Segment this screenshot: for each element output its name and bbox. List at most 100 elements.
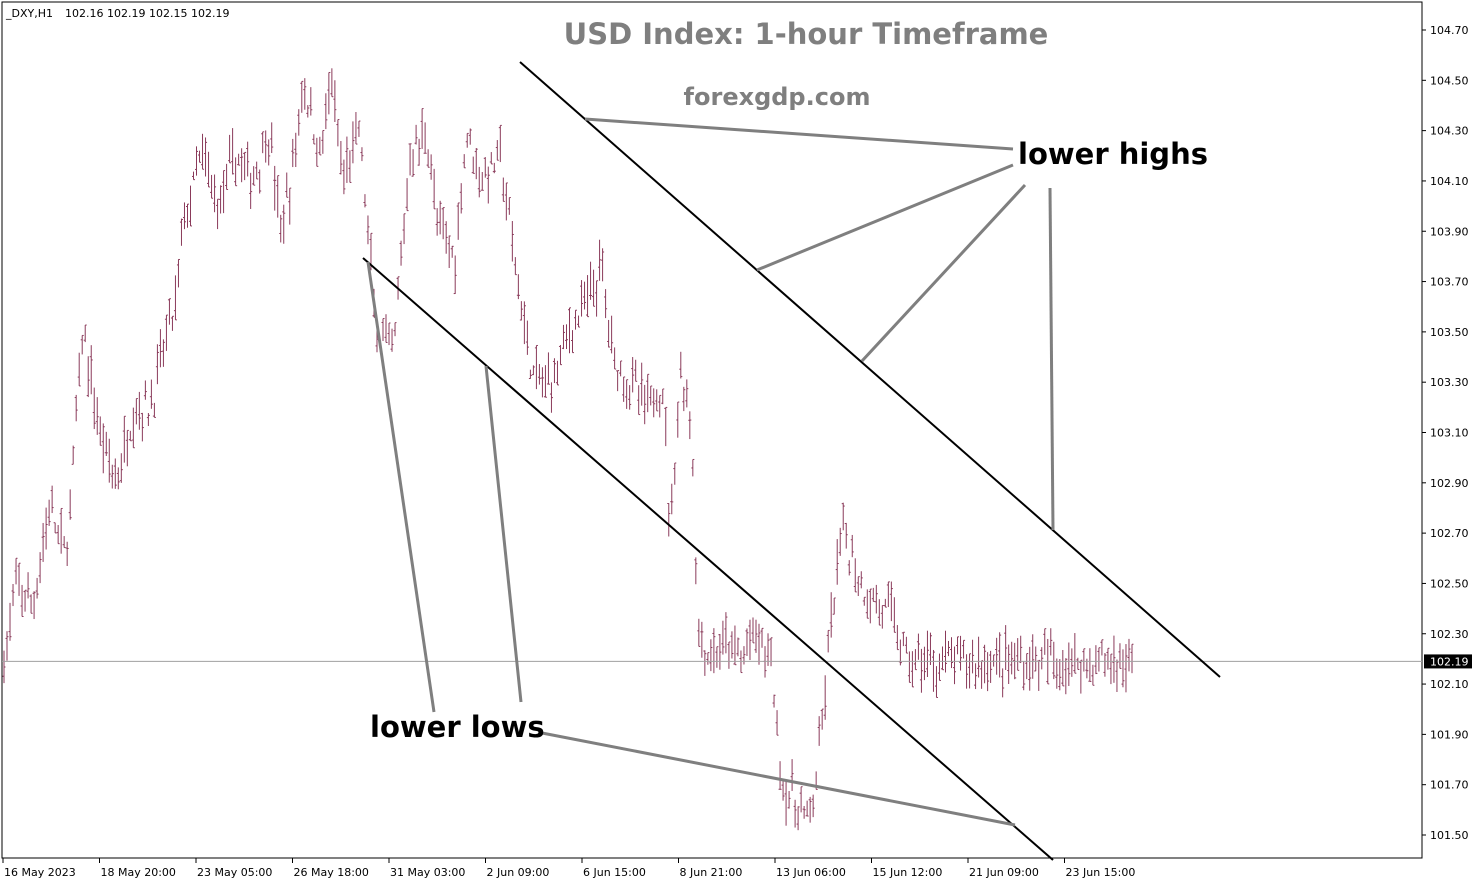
ohlc-bar xyxy=(525,320,529,355)
ohlc-bar xyxy=(607,319,611,348)
ohlc-bar xyxy=(125,429,129,467)
ohlc-bar xyxy=(934,666,938,698)
ohlc-bar xyxy=(1091,664,1095,686)
ohlc-bar xyxy=(673,462,677,485)
ohlc-bar xyxy=(327,71,331,115)
ohlc-bar xyxy=(793,799,797,828)
ohlc-bar xyxy=(995,637,999,675)
ohlc-bar xyxy=(312,134,316,145)
ohlc-bar xyxy=(718,633,722,670)
ohlc-bar xyxy=(901,631,905,647)
x-tick-label: 15 Jun 12:00 xyxy=(873,866,943,879)
ohlc-bar xyxy=(155,344,159,385)
ohlc-bar xyxy=(134,398,138,425)
y-tick-label: 101.50 xyxy=(1430,829,1469,842)
ohlc-bar xyxy=(1097,647,1101,672)
y-tick-label: 103.10 xyxy=(1430,427,1469,440)
ohlc-bar xyxy=(291,138,295,168)
lower-high-pointer-3 xyxy=(860,183,1027,363)
ohlc-bar xyxy=(697,618,701,647)
ohlc-bar xyxy=(92,387,96,430)
ohlc-bar xyxy=(522,301,526,345)
ohlc-bar xyxy=(62,536,66,549)
ohlc-bar xyxy=(859,571,863,589)
ohlc-bar xyxy=(601,248,605,282)
ohlc-bar xyxy=(1079,659,1083,694)
y-tick-label: 104.70 xyxy=(1430,24,1469,37)
ohlc-bar xyxy=(122,415,126,463)
ohlc-bar xyxy=(871,587,875,602)
x-tick-label: 8 Jun 21:00 xyxy=(680,866,743,879)
ohlc-bar xyxy=(652,388,656,418)
ohlc-bar xyxy=(1103,652,1107,677)
ohlc-bar xyxy=(953,646,957,685)
lower-low-pointer-1 xyxy=(366,261,436,713)
ohlc-bar xyxy=(249,172,253,209)
ohlc-bar xyxy=(393,322,397,337)
ohlc-bar xyxy=(796,806,800,831)
ohlc-bar xyxy=(748,619,752,661)
ohlc-bar xyxy=(450,245,454,258)
ohlc-bar xyxy=(959,635,963,671)
ohlc-bar xyxy=(219,185,223,214)
y-tick-label: 104.50 xyxy=(1430,74,1469,87)
ohlc-bar xyxy=(546,352,550,385)
ohlc-bar xyxy=(571,330,575,354)
ohlc-bar xyxy=(330,68,334,98)
ohlc-bar xyxy=(877,599,881,626)
lower-low-pointer-2 xyxy=(484,365,523,703)
ohlc-bar xyxy=(113,458,117,489)
ohlc-bar xyxy=(468,128,472,145)
ohlc-values: 102.16 102.19 102.15 102.19 xyxy=(65,7,229,20)
x-tick-label: 21 Jun 09:00 xyxy=(969,866,1039,879)
ohlc-bar xyxy=(507,197,511,215)
ohlc-bar xyxy=(931,649,935,692)
ohlc-bar xyxy=(1085,658,1089,679)
ohlc-bar xyxy=(634,359,638,382)
ohlc-bar xyxy=(947,640,951,657)
ohlc-bar xyxy=(486,166,490,204)
ohlc-bar xyxy=(561,324,565,350)
ohlc-bar xyxy=(682,386,686,412)
ohlc-bar xyxy=(32,591,36,620)
ohlc-bar xyxy=(399,240,403,266)
y-tick-label: 102.30 xyxy=(1430,628,1469,641)
ohlc-bar xyxy=(35,577,39,599)
ohlc-bar xyxy=(8,602,12,641)
ohlc-bar xyxy=(315,137,319,167)
ohlc-bar xyxy=(880,605,884,629)
ohlc-bar xyxy=(411,149,415,177)
ohlc-bar xyxy=(1064,658,1068,695)
ohlc-bar xyxy=(1130,643,1134,674)
x-tick-label: 23 May 05:00 xyxy=(197,866,272,879)
symbol-label: _DXY,H1 xyxy=(5,7,53,20)
ohlc-bar xyxy=(1010,641,1014,675)
lower-high-pointer-2 xyxy=(756,163,1014,272)
y-tick-label: 102.10 xyxy=(1430,678,1469,691)
ohlc-bar xyxy=(414,124,418,145)
ohlc-bar xyxy=(17,562,21,596)
ohlc-bar xyxy=(420,108,424,149)
lower-high-pointer-4 xyxy=(1048,187,1055,531)
ohlc-bar xyxy=(766,633,770,666)
ohlc-bar xyxy=(637,385,641,416)
ohlc-bar xyxy=(907,651,911,683)
ohlc-bar xyxy=(477,166,481,198)
ohlc-bar xyxy=(252,166,256,186)
x-tick-label: 16 May 2023 xyxy=(4,866,76,879)
ohlc-bar xyxy=(243,151,247,181)
ohlc-bar xyxy=(101,423,105,474)
ohlc-bar xyxy=(498,124,502,163)
ohlc-bar xyxy=(543,365,547,398)
ohlc-bar xyxy=(619,360,623,377)
ohlc-bar xyxy=(173,275,177,321)
ohlc-bar xyxy=(844,522,848,549)
ohlc-bar xyxy=(1028,646,1032,691)
ohlc-bar xyxy=(279,214,283,243)
ohlc-bar xyxy=(104,431,108,457)
ohlc-bar xyxy=(916,633,920,660)
ohlc-bar xyxy=(207,151,211,188)
ohlc-bar xyxy=(492,162,496,174)
ohlc-bar xyxy=(631,357,635,393)
